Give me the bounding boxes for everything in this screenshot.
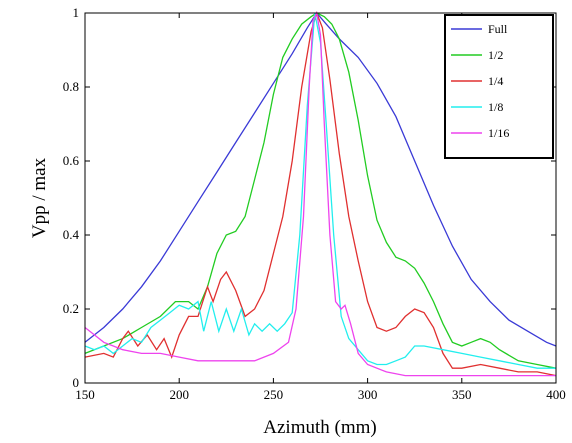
legend-label: 1/4	[488, 74, 503, 88]
x-tick-label: 150	[75, 387, 95, 402]
series-line-3	[84, 12, 556, 369]
x-axis-label: Azimuth (mm)	[263, 417, 376, 438]
legend-label: 1/16	[488, 126, 509, 140]
x-tick-label: 250	[264, 387, 284, 402]
y-tick-label: 0	[73, 375, 80, 390]
y-tick-label: 0.2	[63, 301, 79, 316]
y-tick-label: 0.6	[63, 153, 80, 168]
y-axis-ticks: 0 0.2 0.4 0.6 0.8 1	[63, 5, 556, 390]
series-line-2	[84, 11, 557, 377]
series-line-1	[84, 12, 557, 369]
legend-label: Full	[488, 22, 508, 36]
series-layer	[84, 10, 557, 377]
x-tick-label: 300	[358, 387, 378, 402]
legend-box	[444, 14, 554, 159]
legend: Full 1/2 1/4 1/8 1/16	[444, 14, 554, 159]
x-tick-label: 350	[452, 387, 472, 402]
y-tick-label: 0.4	[63, 227, 80, 242]
series-line-0	[84, 11, 557, 347]
legend-items: Full 1/2 1/4 1/8 1/16	[451, 22, 509, 140]
series-line-4	[84, 10, 556, 377]
x-tick-label: 200	[169, 387, 189, 402]
plot-frame	[84, 12, 557, 384]
legend-label: 1/2	[488, 48, 503, 62]
y-tick-label: 0.8	[63, 79, 79, 94]
y-axis-label: Vpp / max	[29, 157, 50, 238]
legend-label: 1/8	[488, 100, 503, 114]
x-tick-label: 400	[546, 387, 566, 402]
y-tick-label: 1	[73, 5, 80, 20]
